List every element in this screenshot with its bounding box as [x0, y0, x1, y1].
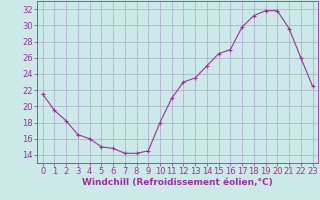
X-axis label: Windchill (Refroidissement éolien,°C): Windchill (Refroidissement éolien,°C) [82, 178, 273, 187]
